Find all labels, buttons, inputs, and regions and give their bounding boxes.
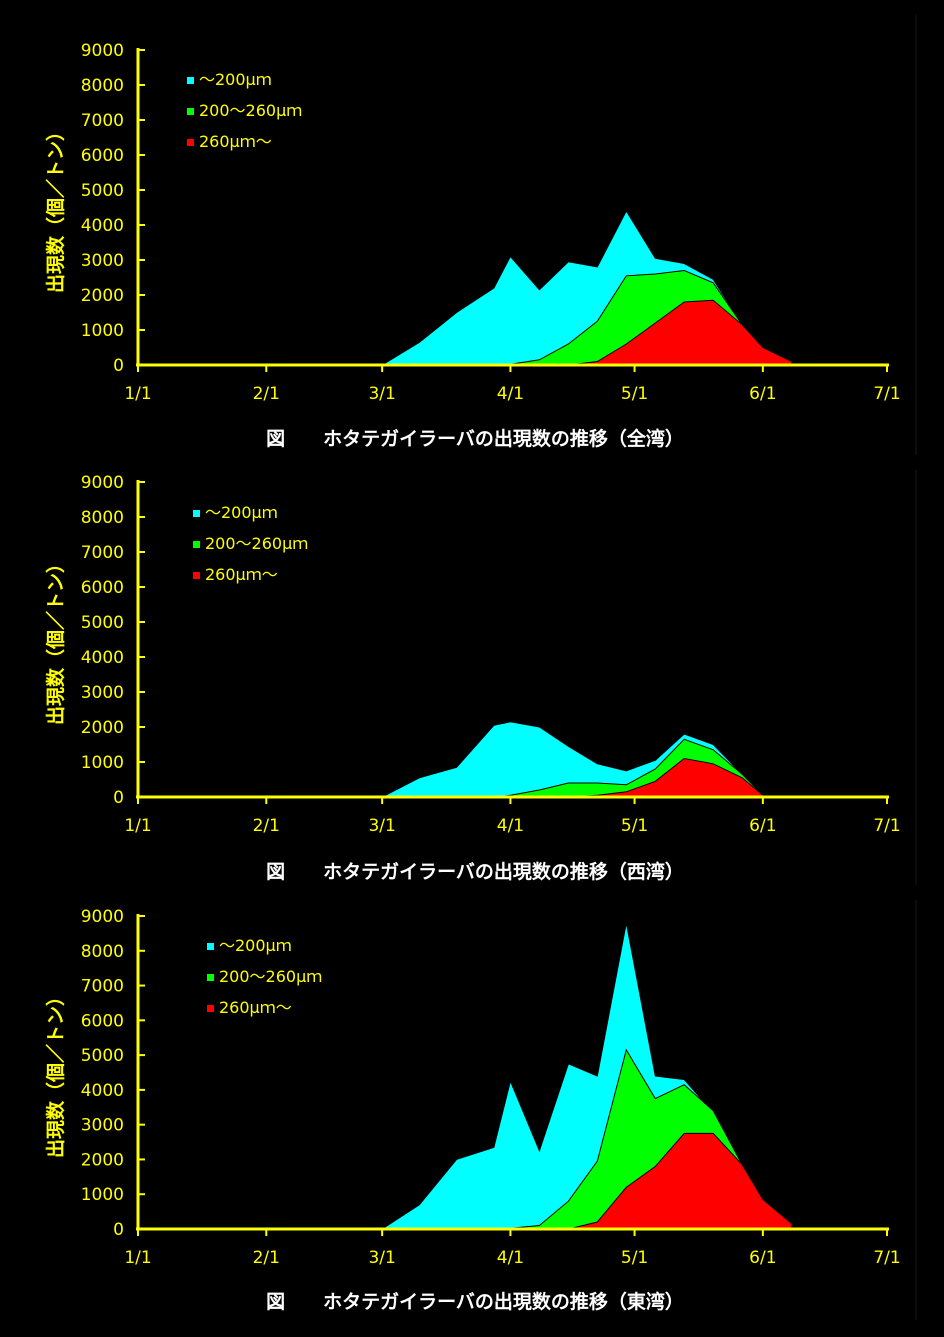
y-tick-label: 4000: [81, 1081, 124, 1101]
legend-swatch: [193, 572, 200, 579]
y-tick-label: 6000: [81, 578, 124, 598]
x-tick-label: 2/1: [253, 1248, 280, 1268]
y-tick-label: 9000: [81, 41, 124, 61]
y-tick-label: 1000: [81, 1185, 124, 1205]
y-tick-label: 7000: [81, 543, 124, 563]
x-tick-label: 3/1: [368, 816, 395, 836]
series-area-3: [138, 299, 793, 366]
legend-label: ～200μｍ: [219, 936, 292, 955]
y-tick-label: 5000: [81, 613, 124, 633]
y-tick-label: 0: [113, 1220, 124, 1240]
x-tick-label: 6/1: [749, 816, 776, 836]
y-tick-label: 0: [113, 788, 124, 808]
x-tick-label: 5/1: [621, 1248, 648, 1268]
legend-swatch: [193, 510, 200, 517]
y-tick-label: 2000: [81, 286, 124, 306]
y-tick-label: 0: [113, 356, 124, 376]
legend-label: 260μｍ～: [199, 132, 272, 151]
chart-caption: 図 ホタテガイラーバの出現数の推移（全湾）: [266, 427, 684, 450]
y-tick-label: 5000: [81, 1046, 124, 1066]
y-axis-label: 出現数（個／トン）: [44, 987, 67, 1158]
y-tick-label: 5000: [81, 181, 124, 201]
y-tick-label: 9000: [81, 473, 124, 493]
legend-swatch: [187, 108, 194, 115]
series-area-3: [138, 1132, 793, 1230]
y-tick-label: 7000: [81, 111, 124, 131]
x-tick-label: 6/1: [749, 1248, 776, 1268]
y-axis-label: 出現数（個／トン）: [44, 122, 67, 293]
y-tick-label: 3000: [81, 683, 124, 703]
y-tick-label: 8000: [81, 508, 124, 528]
legend-swatch: [193, 541, 200, 548]
x-tick-label: 6/1: [749, 384, 776, 404]
legend-swatch: [187, 77, 194, 84]
legend-label: 260μｍ～: [205, 565, 278, 584]
y-tick-label: 2000: [81, 1150, 124, 1170]
legend-label: 200～260μｍ: [205, 534, 308, 553]
x-tick-label: 4/1: [497, 384, 524, 404]
y-tick-label: 1000: [81, 321, 124, 341]
legend-label: ～200μｍ: [199, 70, 272, 89]
x-tick-label: 2/1: [253, 384, 280, 404]
legend-label: 260μｍ～: [219, 998, 292, 1017]
y-tick-label: 7000: [81, 977, 124, 997]
legend-label: ～200μｍ: [205, 503, 278, 522]
x-tick-label: 3/1: [368, 384, 395, 404]
y-axis-label: 出現数（個／トン）: [44, 554, 67, 725]
y-tick-label: 8000: [81, 76, 124, 96]
x-tick-label: 7/1: [873, 384, 900, 404]
y-tick-label: 8000: [81, 942, 124, 962]
x-tick-label: 7/1: [873, 816, 900, 836]
y-tick-label: 2000: [81, 718, 124, 738]
legend-swatch: [187, 139, 194, 146]
y-tick-label: 3000: [81, 251, 124, 271]
x-tick-label: 2/1: [253, 816, 280, 836]
y-tick-label: 4000: [81, 216, 124, 236]
chart-panel-2: 9000 8000 7000 6000 5000 4000 3000 2000 1000 01/1…: [44, 473, 901, 883]
legend-label: 200～260μｍ: [219, 967, 322, 986]
y-tick-label: 3000: [81, 1116, 124, 1136]
legend-swatch: [207, 1005, 214, 1012]
legend-swatch: [207, 974, 214, 981]
chart-panel-1: 9000 8000 7000 6000 5000 4000 3000 2000 1000 01/1…: [44, 41, 901, 450]
chart-caption: 図 ホタテガイラーバの出現数の推移（東湾）: [266, 1290, 684, 1313]
y-tick-label: 1000: [81, 753, 124, 773]
x-tick-label: 3/1: [368, 1248, 395, 1268]
y-tick-label: 9000: [81, 907, 124, 927]
chart-panel-3: 9000 8000 7000 6000 5000 4000 3000 2000 1000 01/1…: [44, 907, 901, 1313]
chart-caption: 図 ホタテガイラーバの出現数の推移（西湾）: [266, 860, 684, 883]
y-tick-label: 4000: [81, 648, 124, 668]
x-tick-label: 1/1: [124, 1248, 151, 1268]
x-tick-label: 1/1: [124, 816, 151, 836]
legend-label: 200～260μｍ: [199, 101, 302, 120]
x-tick-label: 5/1: [621, 384, 648, 404]
legend-swatch: [207, 943, 214, 950]
x-tick-label: 4/1: [497, 1248, 524, 1268]
x-tick-label: 1/1: [124, 384, 151, 404]
x-tick-label: 5/1: [621, 816, 648, 836]
y-tick-label: 6000: [81, 1011, 124, 1031]
x-tick-label: 7/1: [873, 1248, 900, 1268]
y-tick-label: 6000: [81, 146, 124, 166]
x-tick-label: 4/1: [497, 816, 524, 836]
